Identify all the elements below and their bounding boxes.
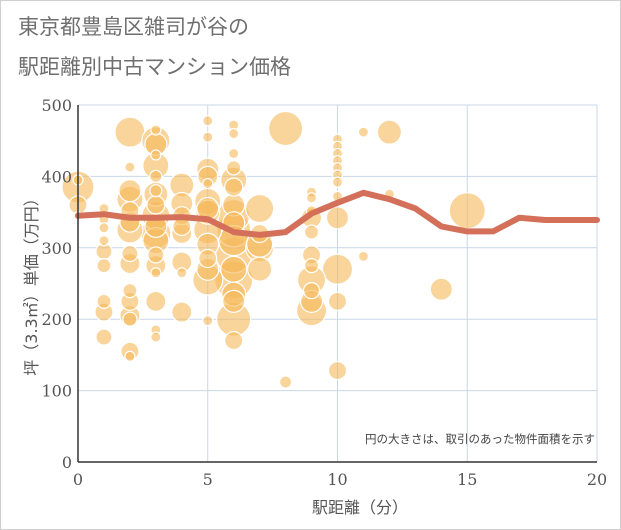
data-point xyxy=(124,350,136,362)
data-point xyxy=(149,169,163,183)
x-tick-label: 10 xyxy=(327,470,347,489)
data-point xyxy=(150,149,162,161)
y-tick-label: 500 xyxy=(41,96,72,115)
data-point xyxy=(95,328,113,346)
data-point xyxy=(202,177,214,190)
data-point xyxy=(150,124,162,136)
y-tick-label: 0 xyxy=(62,453,72,472)
data-point xyxy=(321,253,354,285)
y-tick-label: 100 xyxy=(41,382,72,401)
data-point xyxy=(429,277,453,301)
data-point xyxy=(202,115,214,127)
chart-title-line1: 東京都豊島区雑司が谷の xyxy=(18,15,249,39)
data-point xyxy=(222,289,246,313)
data-point xyxy=(448,192,486,230)
data-point xyxy=(376,119,402,145)
data-point xyxy=(171,301,193,323)
data-point xyxy=(228,127,240,140)
chart-title-line2: 駅距離別中古マンション価格 xyxy=(18,55,291,79)
data-point xyxy=(96,258,112,274)
data-point xyxy=(247,256,273,282)
data-point xyxy=(331,176,344,188)
data-point xyxy=(302,282,321,300)
x-tick-label: 20 xyxy=(587,470,607,489)
data-point xyxy=(357,126,370,138)
data-point xyxy=(145,290,167,312)
data-point xyxy=(98,235,110,247)
data-point xyxy=(228,147,240,160)
data-point xyxy=(146,195,166,215)
y-tick-label: 200 xyxy=(41,310,72,329)
data-point xyxy=(122,283,138,299)
trend-line xyxy=(75,189,600,238)
data-point xyxy=(176,267,188,279)
data-point xyxy=(226,160,242,176)
bubble-series xyxy=(61,110,486,389)
data-point xyxy=(198,248,218,269)
data-point xyxy=(118,179,142,203)
x-tick-label: 15 xyxy=(457,470,477,489)
axes xyxy=(77,105,597,463)
data-point xyxy=(303,224,320,240)
data-point xyxy=(357,250,370,262)
bubble-size-note: 円の大きさは、取引のあった物件面積を示す xyxy=(365,432,595,446)
data-point xyxy=(279,375,293,389)
data-point xyxy=(220,255,248,283)
data-point xyxy=(150,267,162,279)
data-point xyxy=(327,361,348,381)
data-point xyxy=(147,246,165,264)
data-point xyxy=(327,291,348,311)
data-point xyxy=(150,331,162,343)
x-axis-label: 駅距離（分） xyxy=(312,498,408,517)
data-point xyxy=(202,315,214,327)
data-point xyxy=(124,161,136,173)
data-point xyxy=(268,110,304,147)
y-tick-label: 400 xyxy=(41,167,72,186)
data-point xyxy=(202,131,214,143)
x-tick-label: 5 xyxy=(203,470,213,489)
data-point xyxy=(149,184,163,198)
data-point xyxy=(305,192,318,204)
x-tick-label: 0 xyxy=(73,470,83,489)
data-point xyxy=(122,311,138,327)
tick-labels: 0 100 200 300 400 500 0 5 10 15 20 xyxy=(41,96,607,489)
data-point xyxy=(121,244,139,263)
y-tick-label: 300 xyxy=(41,239,72,258)
data-point xyxy=(96,293,112,309)
data-point xyxy=(303,258,320,274)
data-point xyxy=(98,222,110,234)
data-point xyxy=(224,177,244,197)
data-point xyxy=(114,116,146,148)
data-point xyxy=(325,206,350,230)
y-axis-label: 坪（3.3㎡）単価（万円） xyxy=(22,190,41,375)
data-point xyxy=(245,193,275,224)
data-point xyxy=(224,331,244,351)
